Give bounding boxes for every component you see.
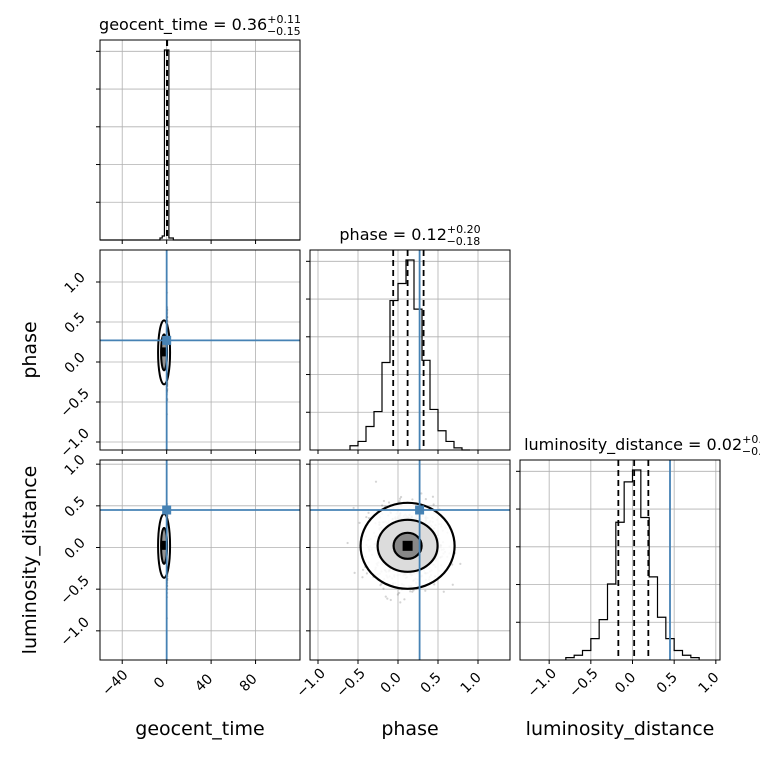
histogram-step xyxy=(100,49,300,241)
truth-marker xyxy=(162,335,172,345)
histogram-step xyxy=(565,469,700,660)
x-tick-label: −0.5 xyxy=(566,665,601,700)
scatter-point xyxy=(346,541,349,545)
scatter-point xyxy=(381,504,384,507)
scatter-point xyxy=(399,601,402,604)
x-axis-label-geocent_time: geocent_time xyxy=(135,718,264,740)
scatter-point xyxy=(382,499,386,503)
y-tick-label: −0.5 xyxy=(57,573,92,608)
histogram-panel-geocent_time: geocent_time = 0.36+0.11 −0.15 xyxy=(96,13,301,244)
x-tick-label: 0.0 xyxy=(612,670,639,697)
scatter-point xyxy=(379,584,382,587)
scatter-point xyxy=(382,587,385,590)
x-tick-label: 40 xyxy=(192,671,216,695)
histogram-panel-phase: phase = 0.12+0.20 −0.18 xyxy=(306,223,511,454)
panel-frame xyxy=(519,459,721,661)
scatter-point xyxy=(403,598,406,601)
scatter-panel-geocent_time-vs-phase: −1.0−0.50.00.51.0 xyxy=(57,249,301,461)
x-tick-label: −40 xyxy=(99,667,131,699)
x-tick-label: 1.0 xyxy=(458,670,485,697)
x-axis-label-phase: phase xyxy=(381,718,438,740)
panel-frame xyxy=(99,249,301,451)
scatter-point xyxy=(411,590,414,593)
truth-marker xyxy=(162,505,172,515)
scatter-point xyxy=(398,591,401,595)
x-tick-label: −0.5 xyxy=(333,665,368,700)
panel-frame xyxy=(309,459,511,661)
x-tick-label: −1.0 xyxy=(525,665,560,700)
scatter-point xyxy=(389,598,392,602)
scatter-point xyxy=(396,593,399,596)
panel-title-phase: phase = 0.12+0.20 −0.18 xyxy=(339,223,480,248)
x-axis-label-luminosity_distance: luminosity_distance xyxy=(526,718,715,740)
scatter-point xyxy=(399,495,403,499)
histogram-step xyxy=(349,259,470,451)
scatter-point xyxy=(412,589,415,592)
scatter-point xyxy=(459,562,462,565)
scatter-point xyxy=(365,572,368,575)
x-tick-label: 80 xyxy=(237,671,261,695)
y-tick-label: 0.5 xyxy=(62,493,89,520)
y-tick-label: −1.0 xyxy=(57,614,92,649)
scatter-point xyxy=(367,516,370,520)
y-tick-label: −0.5 xyxy=(57,385,92,420)
scatter-point xyxy=(365,515,368,519)
panel-frame xyxy=(99,459,301,661)
scatter-point xyxy=(451,583,454,586)
scatter-point xyxy=(361,568,365,571)
scatter-point xyxy=(353,571,356,574)
scatter-point xyxy=(411,498,414,501)
scatter-point xyxy=(398,497,402,500)
y-tick-label: 1.0 xyxy=(62,270,89,297)
scatter-point xyxy=(409,590,412,593)
scatter-point xyxy=(387,501,391,504)
scatter-point xyxy=(451,563,454,566)
histogram-panel-luminosity_distance: luminosity_distance = 0.02+0.18−0.18 xyxy=(516,433,760,664)
y-tick-label: 0.5 xyxy=(62,310,89,337)
scatter-point xyxy=(433,583,436,586)
scatter-panel-phase-vs-luminosity_distance xyxy=(306,459,511,664)
y-axis-label-phase: phase xyxy=(19,321,41,378)
scatter-point xyxy=(386,597,389,600)
x-tick-label: 0 xyxy=(151,674,169,692)
y-tick-label: 0.0 xyxy=(62,535,89,562)
x-tick-label: −1.0 xyxy=(293,665,328,700)
density-peak xyxy=(402,540,413,551)
scatter-point xyxy=(361,576,364,579)
scatter-point xyxy=(358,521,361,524)
x-tick-label: 1.0 xyxy=(695,670,722,697)
scatter-point xyxy=(442,590,445,593)
scatter-point xyxy=(374,480,378,483)
density-peak xyxy=(161,347,167,357)
scatter-point xyxy=(424,498,427,501)
truth-marker xyxy=(415,505,425,515)
y-axis-label-luminosity_distance: luminosity_distance xyxy=(19,466,41,655)
density-peak xyxy=(161,540,167,550)
panel-frame xyxy=(309,249,511,451)
scatter-point xyxy=(424,589,427,592)
x-tick-label: 0.5 xyxy=(418,670,445,697)
panel-frame xyxy=(99,39,301,241)
scatter-point xyxy=(432,503,435,506)
x-tick-label: 0.0 xyxy=(378,670,405,697)
y-tick-label: 0.0 xyxy=(62,350,89,377)
panel-title-luminosity_distance: luminosity_distance = 0.02+0.18−0.18 xyxy=(524,433,760,458)
x-tick-label: 0.5 xyxy=(654,670,681,697)
panel-title-geocent_time: geocent_time = 0.36+0.11 −0.15 xyxy=(99,13,301,38)
scatter-point xyxy=(431,495,435,498)
scatter-point xyxy=(367,511,370,514)
scatter-point xyxy=(420,492,423,495)
scatter-point xyxy=(384,595,387,598)
scatter-point xyxy=(352,506,355,510)
scatter-panel-geocent_time-vs-luminosity_distance: −1.0−0.50.00.51.0 xyxy=(57,452,301,664)
scatter-point xyxy=(398,500,401,503)
